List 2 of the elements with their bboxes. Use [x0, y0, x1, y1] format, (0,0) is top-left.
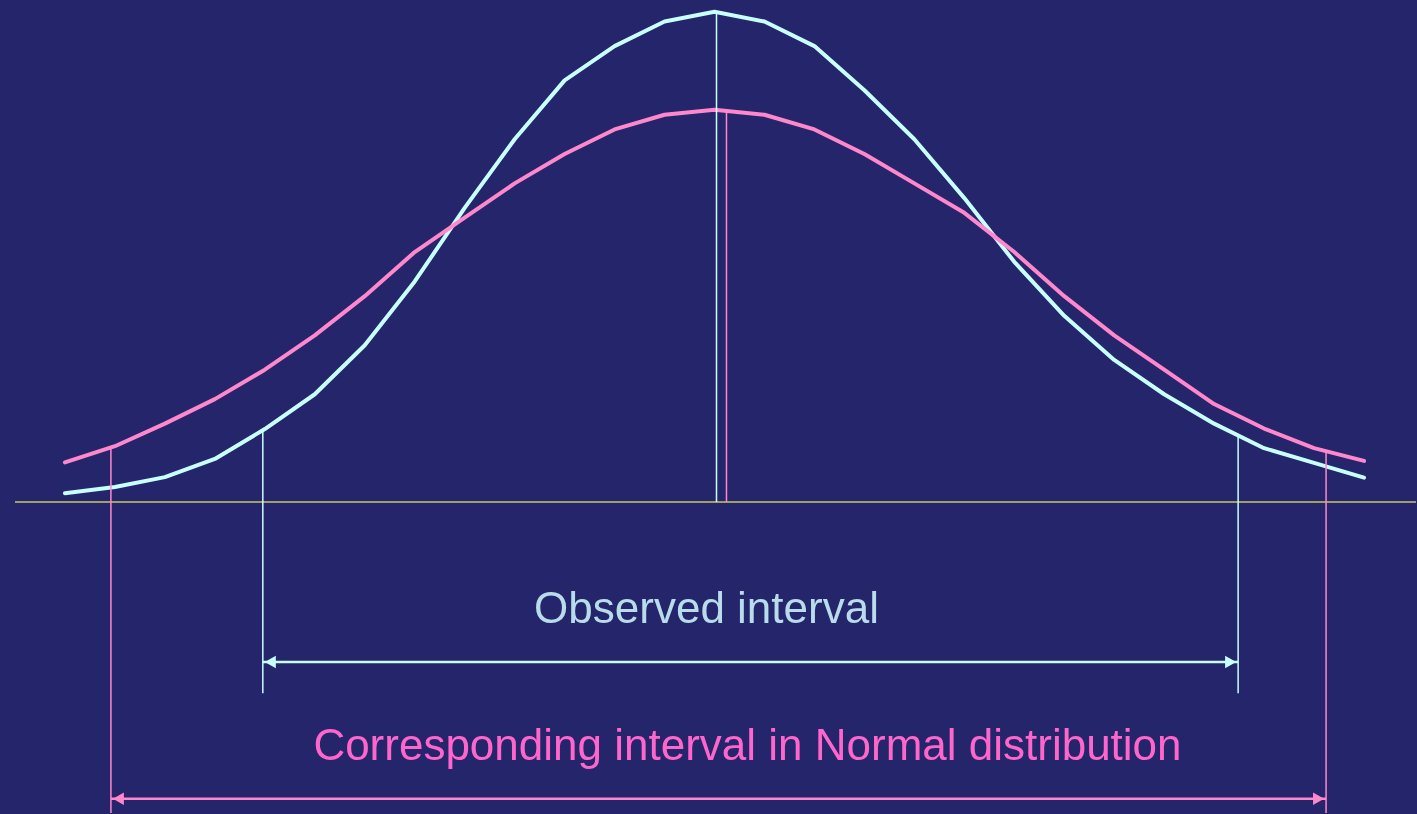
text: Observed interval: [534, 583, 879, 632]
text: Corresponding interval in Normal distribution: [313, 720, 1182, 770]
